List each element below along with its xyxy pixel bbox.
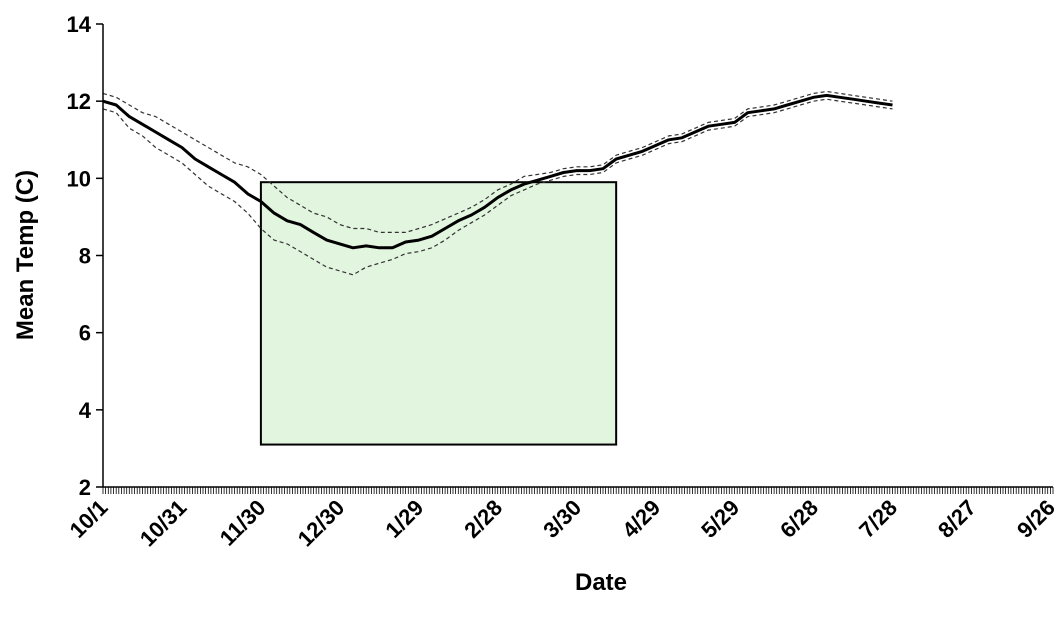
series-line-0 (102, 93, 893, 250)
x-tick-label: 6/28 (775, 495, 823, 543)
x-tick-label: 5/29 (696, 495, 744, 543)
y-tick-label: 10 (67, 166, 91, 191)
x-tick-label: 12/30 (293, 495, 350, 552)
series-line-2 (102, 98, 893, 276)
x-tick-label: 2/28 (459, 495, 507, 543)
y-tick-label: 6 (79, 321, 91, 346)
x-tick-label: 7/28 (854, 495, 902, 543)
x-axis-title: Date (575, 569, 627, 596)
x-tick-label: 11/30 (215, 495, 271, 551)
y-axis-title: Mean Temp (C) (12, 170, 39, 340)
x-tick-label: 9/26 (1012, 495, 1055, 543)
y-tick-label: 8 (79, 244, 91, 269)
y-tick-label: 14 (67, 12, 92, 37)
x-tick-label: 4/29 (617, 495, 665, 543)
x-minor-ticks (102, 487, 1054, 494)
y-tick-label: 4 (79, 398, 92, 423)
series-line-1 (102, 90, 893, 233)
x-tick-label: 3/30 (538, 495, 586, 543)
y-tick-label: 2 (79, 475, 91, 500)
y-tick-label: 12 (67, 89, 91, 114)
x-tick-label: 1/29 (380, 495, 428, 543)
x-tick-label: 10/31 (135, 495, 192, 552)
x-tick-label: 10/1 (65, 495, 113, 543)
x-tick-label: 8/27 (933, 495, 981, 543)
highlight-box (259, 181, 618, 446)
